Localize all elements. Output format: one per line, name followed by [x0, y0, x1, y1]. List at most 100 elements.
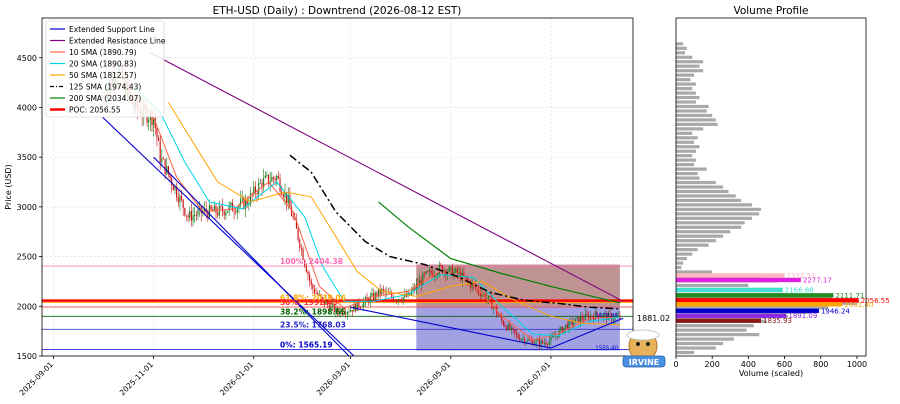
vp-x-tick-label: 400 — [741, 360, 756, 369]
volume-bar — [676, 118, 716, 122]
candle-body — [377, 289, 380, 297]
volume-bar-highlight — [676, 313, 787, 318]
candle-body — [174, 186, 176, 191]
volume-bar — [676, 69, 704, 73]
candle-body — [356, 301, 358, 311]
candle-body — [282, 194, 284, 198]
candle-body — [318, 294, 321, 296]
candle-body — [560, 327, 562, 331]
zones-layer — [416, 264, 620, 351]
candle-body — [468, 280, 470, 282]
volume-bar — [676, 86, 693, 91]
candle-body — [458, 272, 460, 274]
candle-body — [437, 274, 439, 277]
volume-bar — [676, 261, 684, 265]
legend-entry: 50 SMA (1812.57) — [69, 71, 137, 80]
candle-body — [343, 313, 345, 315]
volume-bar — [676, 270, 713, 274]
candle-body — [506, 326, 508, 330]
volume-bar — [676, 158, 696, 162]
candle-body — [594, 311, 596, 320]
candle-body — [254, 186, 256, 194]
volume-bar — [676, 239, 716, 243]
candle-body — [545, 342, 547, 345]
volume-bar — [676, 60, 704, 64]
candle-body — [269, 181, 271, 184]
candle-body — [348, 311, 350, 313]
candle-body — [543, 342, 545, 344]
volume-bar-highlight — [676, 273, 785, 278]
candle-body — [167, 166, 169, 175]
candle-body — [346, 311, 348, 315]
candle-body — [542, 340, 544, 343]
candle-body — [423, 273, 426, 275]
candle-body — [169, 174, 171, 179]
candle-body — [565, 324, 567, 328]
candle-body — [428, 270, 431, 272]
candle-body — [358, 301, 360, 308]
candle-body — [154, 118, 156, 129]
trend-line — [153, 156, 350, 356]
candle-body — [267, 174, 270, 184]
candle-body — [307, 271, 309, 275]
volume-bar — [676, 167, 707, 171]
vp-x-tick-label: 1000 — [847, 360, 867, 369]
volume-bar — [676, 154, 693, 158]
legend-entry: POC: 2056.55 — [69, 106, 121, 115]
candle-body — [164, 159, 166, 174]
candle-body — [609, 313, 611, 315]
candle-body — [217, 213, 219, 216]
candle-body — [153, 118, 155, 126]
volume-bar — [676, 207, 762, 211]
volume-bar — [676, 341, 724, 346]
volume-bar-value-label: 2166.86 — [785, 286, 814, 294]
candle-body — [228, 205, 230, 212]
volume-bar — [676, 163, 695, 167]
candle-body — [277, 176, 279, 179]
volume-bar-value-label: 1946.24 — [821, 307, 850, 315]
candle-body — [162, 158, 165, 160]
candle-body — [400, 300, 403, 302]
candle-body — [309, 274, 311, 281]
legend-entry: 125 SMA (1974.43) — [69, 83, 141, 92]
volume-bar — [676, 324, 754, 328]
candle-body — [487, 295, 490, 299]
legend: Extended Support Line Extended Resistance… — [45, 20, 166, 118]
volume-bar — [676, 100, 696, 104]
candle-body — [159, 140, 161, 163]
trend-end-label: 1879.98 — [595, 313, 618, 319]
legend-entry: Extended Resistance Line — [69, 37, 166, 46]
volume-bar — [676, 265, 682, 270]
volume-bar — [676, 104, 709, 109]
candle-body — [361, 306, 363, 308]
volume-bar — [676, 55, 693, 59]
candle-body — [304, 259, 306, 266]
trend-line — [350, 306, 552, 349]
candle-body — [312, 284, 314, 289]
candle-body — [333, 304, 335, 313]
fibonacci-label: 38.2%: 1898.65 — [280, 307, 346, 316]
price-zone — [416, 264, 620, 307]
candle-body — [463, 272, 465, 277]
volume-bar — [676, 51, 686, 55]
candle-body — [502, 320, 504, 326]
vp-x-tick-label: 600 — [777, 360, 792, 369]
y-tick-label: 3000 — [17, 203, 37, 212]
candle-body — [483, 294, 485, 296]
candle-body — [294, 217, 296, 220]
y-tick-label: 2000 — [17, 302, 37, 311]
candle-body — [578, 316, 580, 324]
candle-body — [566, 324, 568, 330]
volume-bar — [676, 149, 696, 153]
candle-body — [243, 197, 245, 209]
candle-body — [414, 287, 416, 290]
candle-body — [184, 208, 186, 216]
candle-body — [415, 283, 417, 290]
volume-bar — [676, 180, 716, 185]
candle-body — [525, 341, 527, 343]
trend-line — [102, 117, 355, 356]
sma-line — [133, 87, 620, 337]
